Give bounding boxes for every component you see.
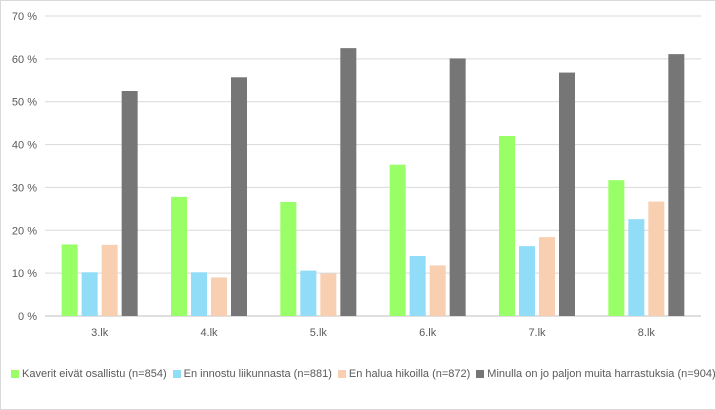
bar: [61, 244, 78, 316]
legend-item: Minulla on jo paljon muita harrastuksia …: [476, 368, 716, 380]
bar: [191, 272, 207, 316]
bar: [101, 244, 118, 316]
legend-item: En halua hikoilla (n=872): [337, 368, 471, 380]
bar: [389, 164, 406, 316]
bar: [668, 54, 685, 317]
bar: [628, 219, 645, 316]
bar: [320, 273, 337, 316]
x-tick-label: 5.lk: [310, 327, 328, 339]
bar: [171, 196, 187, 316]
bar: [81, 272, 98, 316]
y-tick-label: 10 %: [12, 268, 37, 280]
y-tick-label: 70 %: [12, 11, 37, 23]
bar: [499, 136, 515, 316]
bar: [340, 48, 357, 317]
bar: [449, 58, 466, 317]
y-tick-label: 50 %: [12, 97, 37, 109]
y-tick-label: 20 %: [12, 225, 37, 237]
y-tick-label: 0 %: [18, 311, 37, 323]
bar: [608, 180, 625, 316]
bar: [409, 256, 426, 316]
x-tick-label: 4.lk: [200, 327, 218, 339]
y-tick-label: 30 %: [12, 182, 37, 194]
legend-label: En innostu liikunnasta (n=881): [183, 368, 332, 380]
legend-label: Minulla on jo paljon muita harrastuksia …: [487, 368, 716, 380]
y-tick-label: 40 %: [12, 140, 37, 152]
bar: [121, 91, 138, 316]
legend: Kaverit eivät osallistu (n=854) En innost…: [11, 368, 716, 380]
bar: [280, 202, 297, 316]
bar: [519, 246, 535, 316]
bar: [300, 270, 317, 316]
legend-swatch: [337, 370, 346, 378]
y-tick-label: 60 %: [12, 54, 37, 66]
legend-item: En innostu liikunnasta (n=881): [172, 368, 332, 380]
legend-label: En halua hikoilla (n=872): [348, 368, 471, 380]
bar: [429, 265, 446, 316]
x-tick-label: 3.lk: [91, 327, 109, 339]
bar: [539, 237, 555, 316]
bar: [648, 201, 665, 316]
bar: [231, 77, 247, 317]
x-tick-label: 8.lk: [638, 327, 656, 339]
bar: [211, 277, 227, 316]
legend-swatch: [11, 370, 19, 378]
bar: [559, 72, 575, 316]
legend-swatch: [172, 370, 181, 378]
x-tick-label: 6.lk: [419, 327, 437, 339]
legend-swatch: [476, 370, 485, 378]
legend-label: Kaverit eivät osallistu (n=854): [22, 368, 167, 380]
legend-item: Kaverit eivät osallistu (n=854): [11, 368, 167, 380]
x-tick-label: 7.lk: [528, 327, 546, 339]
